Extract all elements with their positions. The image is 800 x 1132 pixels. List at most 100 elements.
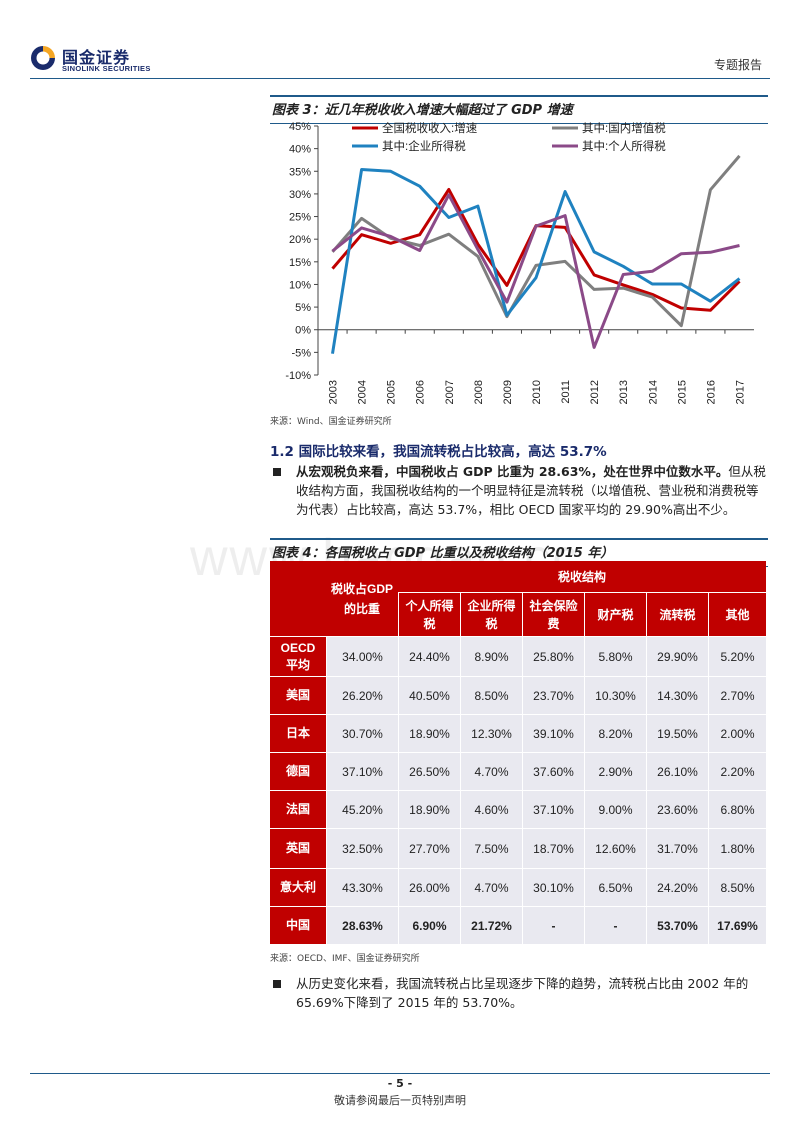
table-cell: 31.70% xyxy=(646,828,708,868)
tax-growth-chart: 45% 40% 35% 30% 25% 20% 15% 10% 5% 0% -5% -10% 2003 2… xyxy=(270,118,768,410)
page-header: 国金证券 SINOLINK SECURITIES 专题报告 xyxy=(0,0,800,80)
figure3-title-rule-bottom xyxy=(270,123,768,124)
table-cell: - xyxy=(522,906,584,944)
y-tick-label: 15% xyxy=(289,257,311,269)
x-tick-label: 2003 xyxy=(328,380,340,404)
table-cell: 37.60% xyxy=(522,752,584,790)
col-header-subcolumn: 财产税 xyxy=(584,592,646,636)
col-header-gdp-share: 税收占GDP的比重 xyxy=(326,561,398,636)
table-cell: 6.90% xyxy=(398,906,460,944)
table-cell: 19.50% xyxy=(646,714,708,752)
table-cell: 14.30% xyxy=(646,676,708,714)
x-tick-label: 2006 xyxy=(415,380,427,404)
table-cell: 10.30% xyxy=(584,676,646,714)
row-header-country: 日本 xyxy=(270,714,326,752)
table-cell: 18.90% xyxy=(398,714,460,752)
y-tick-label: 10% xyxy=(289,279,311,291)
table-cell: 2.90% xyxy=(584,752,646,790)
table-cell: 24.20% xyxy=(646,868,708,906)
table-cell: 30.70% xyxy=(326,714,398,752)
figure3-title-text: 图表 3：近几年税收收入增速大幅超过了 GDP 增速 xyxy=(272,103,573,118)
y-tick-label: 0% xyxy=(295,325,311,337)
figure4-source: 来源：OECD、IMF、国金证券研究所 xyxy=(270,954,420,964)
legend-label: 其中:个人所得税 xyxy=(582,139,666,153)
table-cell: 26.00% xyxy=(398,868,460,906)
legend-label: 其中:国内增值税 xyxy=(582,121,666,135)
table-cell: 2.70% xyxy=(708,676,766,714)
table-cell: 27.70% xyxy=(398,828,460,868)
y-tick-label: 20% xyxy=(289,234,311,246)
row-header-country: 中国 xyxy=(270,906,326,944)
header-divider xyxy=(30,78,770,79)
table-row: 中国 28.63% 6.90% 21.72% - -53.70% 17.69% xyxy=(270,906,766,944)
table-cell: 8.20% xyxy=(584,714,646,752)
row-header-country: 美国 xyxy=(270,676,326,714)
col-header-subcolumn: 其他 xyxy=(708,592,766,636)
col-header-subcolumn: 社会保险费 xyxy=(522,592,584,636)
x-tick-label: 2011 xyxy=(560,380,572,404)
table-header-row-2: 个人所得税 企业所得税 社会保险费 财产税 流转税 其他 xyxy=(270,592,766,636)
tax-structure-table: 税收占GDP的比重 税收结构 个人所得税 企业所得税 社会保险费 财产税 流转税 其他 O… xyxy=(270,561,766,944)
table-cell: 21.72% xyxy=(460,906,522,944)
table-cell: 2.00% xyxy=(708,714,766,752)
table-body: OECD平均 34.00% 24.40% 8.90% 25.80% 5.80% 29.90%… xyxy=(270,636,766,944)
brand-name-en: SINOLINK SECURITIES xyxy=(62,64,151,73)
table-cell: 18.90% xyxy=(398,790,460,828)
series-line xyxy=(331,154,741,328)
table-cell: 24.40% xyxy=(398,636,460,676)
paragraph-history: 从历史变化来看，我国流转税占比呈现逐步下降的趋势，流转税占比由 2002 年的 … xyxy=(296,976,749,1010)
table-cell: 23.60% xyxy=(646,790,708,828)
series-line xyxy=(331,193,740,349)
figure4-title-rule-top xyxy=(270,538,768,540)
table-cell: 26.10% xyxy=(646,752,708,790)
table-cell: 39.10% xyxy=(522,714,584,752)
x-tick-label: 2005 xyxy=(386,380,398,404)
col-header-tax-structure: 税收结构 xyxy=(398,561,766,592)
table-cell: 8.50% xyxy=(708,868,766,906)
y-tick-label: 40% xyxy=(289,144,311,156)
row-header-country: 意大利 xyxy=(270,868,326,906)
table-cell: 1.80% xyxy=(708,828,766,868)
sinolink-logo-icon xyxy=(31,45,56,70)
paragraph-macro-tax-lead: 从宏观税负来看，中国税收占 GDP 比重为 28.63%，处在世界中位数水平。 xyxy=(296,464,729,479)
table-cell: 12.30% xyxy=(460,714,522,752)
table-header-row-1: 税收占GDP的比重 税收结构 xyxy=(270,561,766,636)
table-cell: 34.00% xyxy=(326,636,398,676)
table-cell: 4.70% xyxy=(460,868,522,906)
table-cell: 4.70% xyxy=(460,752,522,790)
report-type-label: 专题报告 xyxy=(713,58,762,72)
figure3-title-rule-top xyxy=(270,95,768,97)
figure4-title-text: 图表 4：各国税收占 GDP 比重以及税收结构（2015 年） xyxy=(272,546,614,561)
section-heading: 1.2 国际比较来看，我国流转税占比较高，高达 53.7% xyxy=(270,444,607,460)
x-tick-label: 2007 xyxy=(444,380,456,404)
table-row: 英国 32.50% 27.70% 7.50% 18.70% 12.60% 31.70% 1.8… xyxy=(270,828,766,868)
x-tick-label: 2015 xyxy=(676,380,688,404)
y-tick-label: 30% xyxy=(289,189,311,201)
row-header-country: 法国 xyxy=(270,790,326,828)
page-number: - 5 - xyxy=(387,1077,413,1090)
x-tick-label: 2004 xyxy=(357,380,369,404)
figure3-title: 图表 3：近几年税收收入增速大幅超过了 GDP 增速 xyxy=(270,95,770,124)
x-tick-label: 2014 xyxy=(647,380,659,404)
table-cell: 53.70% xyxy=(646,906,708,944)
col-header-subcolumn: 个人所得税 xyxy=(398,592,460,636)
table-cell: 6.50% xyxy=(584,868,646,906)
table-cell: 43.30% xyxy=(326,868,398,906)
table-cell: 28.63% xyxy=(326,906,398,944)
table-cell: 17.69% xyxy=(708,906,766,944)
paragraph-macro-tax-body: 但从税收结构方面，我国税收结构的一个明显特征是流转税（以增值税、营业税和消费税等… xyxy=(296,464,766,517)
bullet-square-icon xyxy=(273,980,281,988)
table-cell: 37.10% xyxy=(522,790,584,828)
table-cell: 7.50% xyxy=(460,828,522,868)
series-line xyxy=(331,168,741,354)
table-cell: 26.50% xyxy=(398,752,460,790)
table-cell: 30.10% xyxy=(522,868,584,906)
y-tick-label: 35% xyxy=(289,166,311,178)
legend-label: 全国税收收入:增速 xyxy=(382,121,478,135)
bullet-square-icon xyxy=(273,468,281,476)
table-cell: 5.80% xyxy=(584,636,646,676)
y-tick-label: -10% xyxy=(285,370,311,382)
table-cell: - xyxy=(584,906,646,944)
table-cell: 8.90% xyxy=(460,636,522,676)
table-cell: 23.70% xyxy=(522,676,584,714)
